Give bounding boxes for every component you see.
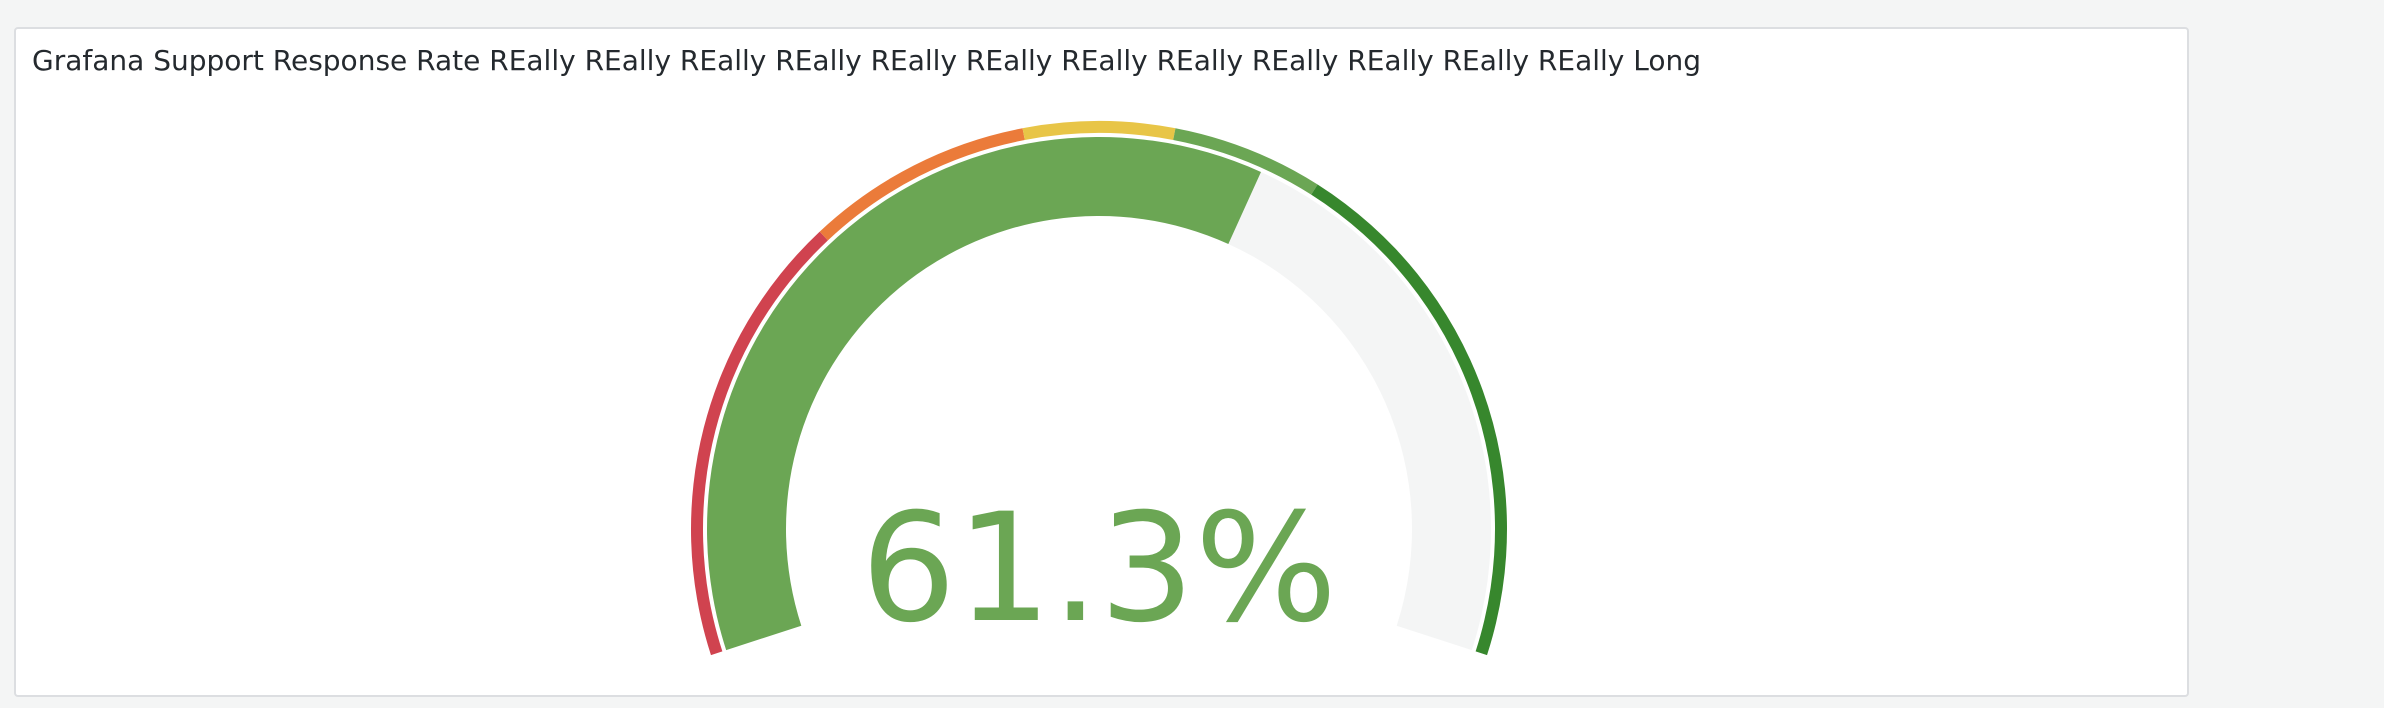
gauge-background	[1228, 172, 1491, 651]
threshold-band	[819, 128, 1025, 241]
threshold-band	[1173, 128, 1318, 195]
gauge-fill	[706, 136, 1261, 651]
threshold-band	[1311, 184, 1507, 656]
gauge: 61.3%	[690, 121, 1507, 656]
panel	[14, 27, 2189, 697]
threshold-band	[1022, 121, 1176, 141]
panel-title[interactable]: Grafana Support Response Rate REally REa…	[32, 44, 1701, 77]
gauge-value: 61.3%	[861, 482, 1338, 656]
threshold-band	[690, 231, 828, 656]
